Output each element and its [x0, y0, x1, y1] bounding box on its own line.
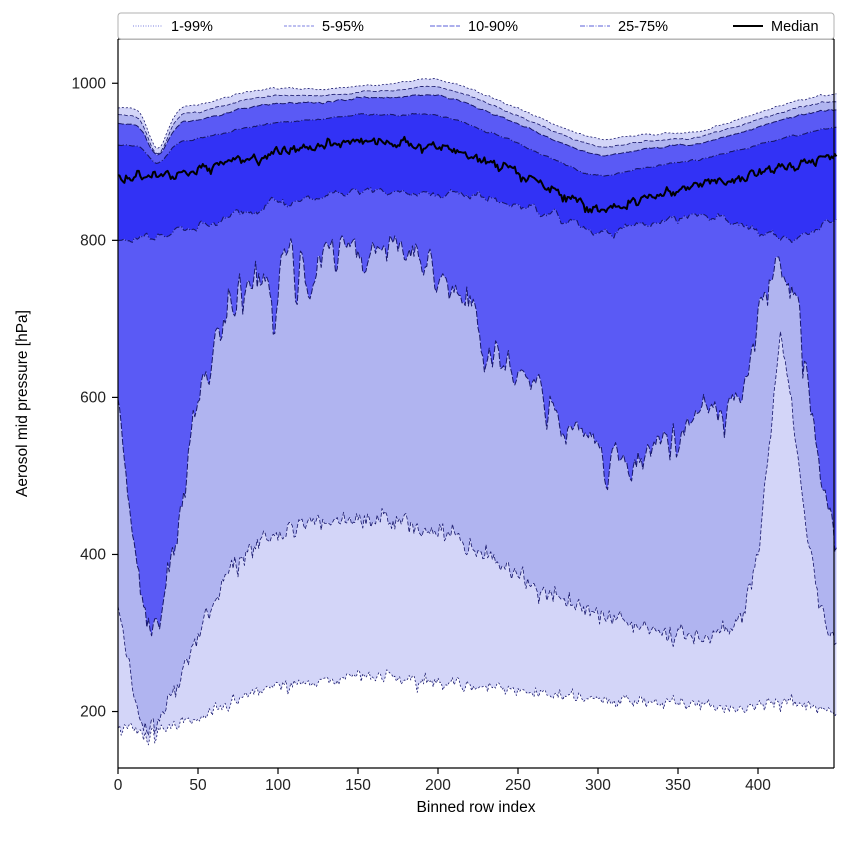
- svg-text:Binned row index: Binned row index: [417, 799, 536, 816]
- svg-text:400: 400: [80, 546, 106, 563]
- svg-text:1-99%: 1-99%: [171, 19, 213, 35]
- svg-text:5-95%: 5-95%: [322, 19, 364, 35]
- svg-text:350: 350: [665, 777, 691, 794]
- svg-text:1000: 1000: [72, 75, 107, 92]
- svg-text:400: 400: [745, 777, 771, 794]
- svg-text:0: 0: [114, 777, 123, 794]
- svg-text:50: 50: [189, 777, 207, 794]
- svg-text:Aerosol mid pressure [hPa]: Aerosol mid pressure [hPa]: [14, 310, 31, 497]
- svg-text:25-75%: 25-75%: [618, 19, 668, 35]
- svg-text:10-90%: 10-90%: [468, 19, 518, 35]
- svg-text:200: 200: [425, 777, 451, 794]
- svg-text:Median: Median: [771, 19, 819, 35]
- svg-text:800: 800: [80, 232, 106, 249]
- svg-text:600: 600: [80, 389, 106, 406]
- svg-text:200: 200: [80, 704, 106, 721]
- svg-text:150: 150: [345, 777, 371, 794]
- svg-text:250: 250: [505, 777, 531, 794]
- svg-text:100: 100: [265, 777, 291, 794]
- svg-text:300: 300: [585, 777, 611, 794]
